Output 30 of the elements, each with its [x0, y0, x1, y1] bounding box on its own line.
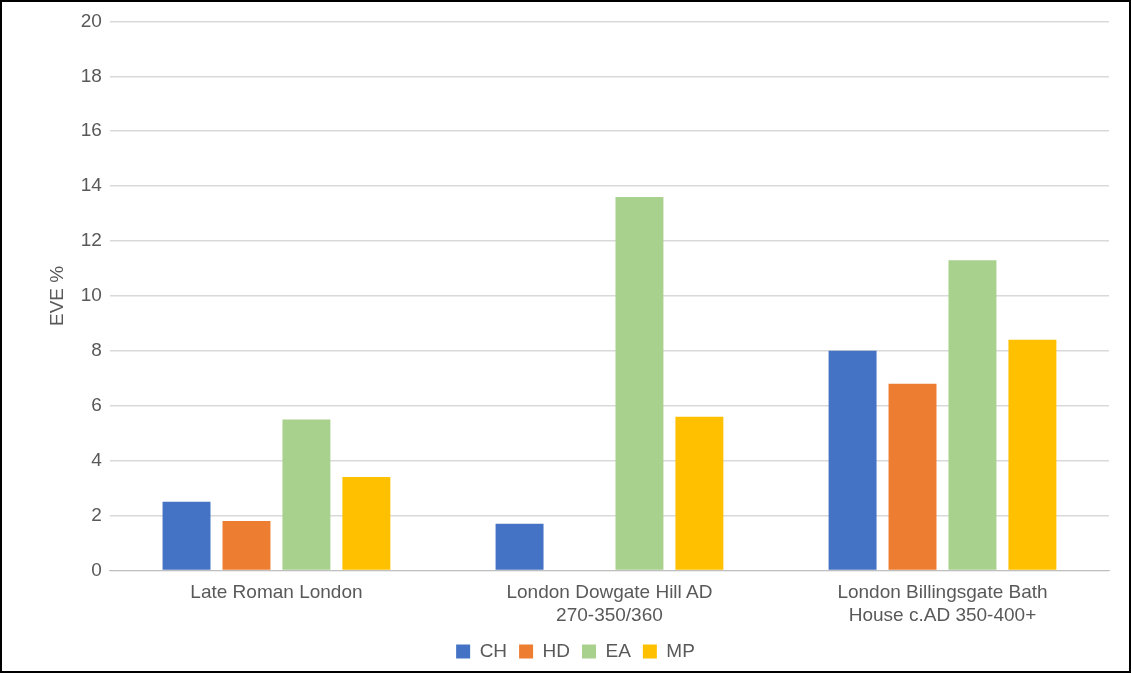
legend-label: CH: [479, 639, 508, 661]
y-axis-title: EVE %: [45, 265, 67, 326]
y-tick-label: 20: [80, 9, 102, 31]
legend-label: HD: [542, 639, 571, 661]
bar: [615, 197, 664, 570]
legend-label: MP: [666, 639, 695, 661]
y-tick-label: 0: [91, 558, 102, 580]
bar: [222, 520, 271, 570]
x-tick-label: London Billingsgate Bath House c.AD 350-400+: [837, 581, 1048, 625]
bar: [948, 260, 997, 570]
bar: [495, 523, 544, 570]
bar: [162, 501, 211, 570]
bar: [828, 350, 877, 570]
x-tick-label: Late Roman London: [190, 581, 363, 603]
y-tick-label: 8: [91, 339, 102, 361]
bar: [282, 419, 331, 570]
y-tick-label: 6: [91, 393, 102, 415]
bar: [675, 416, 724, 570]
bar: [888, 383, 937, 570]
x-tick-label: London Dowgate Hill AD 270-350/360: [506, 581, 713, 625]
bar: [342, 477, 391, 570]
bar: [1008, 339, 1057, 570]
y-tick-label: 14: [80, 174, 103, 196]
y-tick-label: 4: [91, 448, 103, 470]
y-tick-label: 2: [91, 503, 102, 525]
y-tick-label: 18: [80, 64, 102, 86]
legend-label: EA: [605, 639, 632, 661]
y-tick-label: 16: [80, 119, 102, 141]
y-tick-label: 10: [80, 284, 102, 306]
y-tick-label: 12: [80, 229, 102, 251]
